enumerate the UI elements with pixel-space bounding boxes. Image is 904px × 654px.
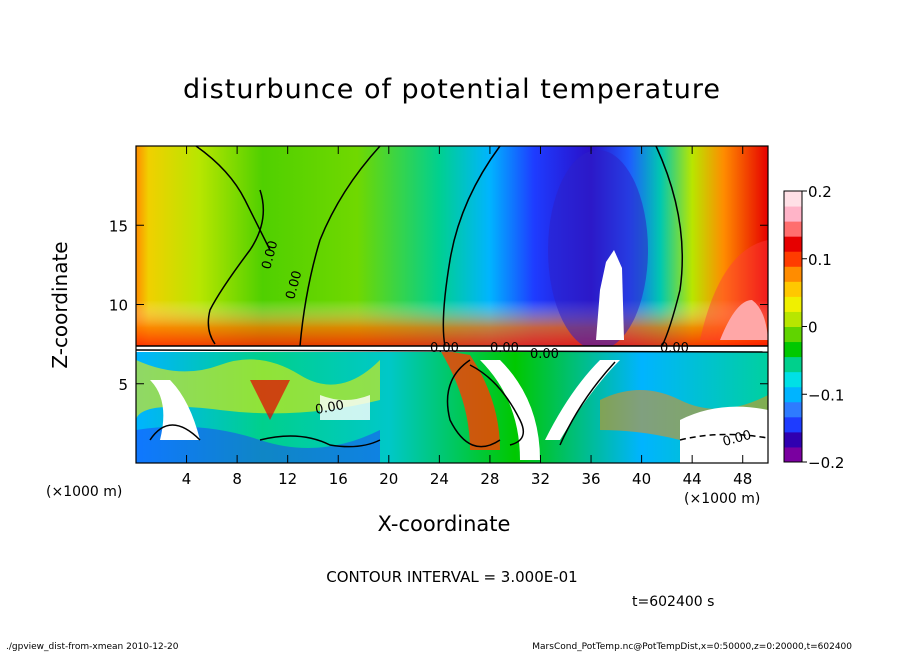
colorbar-swatch	[784, 326, 802, 343]
colorbar-swatch	[784, 401, 802, 418]
colorbar-swatch	[784, 281, 802, 297]
y-tick-label: 10	[109, 297, 128, 315]
contour-line	[195, 145, 271, 251]
contour-label: 0.00	[259, 239, 281, 271]
colorbar-swatch	[784, 191, 802, 207]
colorbar-swatch	[784, 446, 802, 463]
footer-left: ./gpview_dist-from-xmean 2010-12-20	[6, 642, 179, 652]
chart-title: disturbunce of potential temperature	[183, 74, 721, 105]
contour-label: 0.00	[283, 269, 305, 301]
colorbar-tick-label: 0.2	[808, 183, 832, 201]
colorbar-swatch	[784, 221, 802, 237]
contour-interval: CONTOUR INTERVAL = 3.000E-01	[326, 568, 578, 586]
colorbar-swatch	[784, 431, 802, 448]
y-tick-label: 15	[109, 217, 128, 235]
contour-label: 0.00	[721, 428, 753, 450]
x-tick-label: 12	[278, 470, 297, 488]
colorbar-swatch	[784, 341, 802, 358]
colorbar-swatch	[784, 296, 802, 312]
colorbar-swatch	[784, 266, 802, 282]
time-stamp: t=602400 s	[632, 594, 715, 610]
colorbar-tick-label: 0.1	[808, 251, 832, 269]
x-axis: 4 8 12 16 20 24 28 32 36 40 44 48	[182, 146, 752, 488]
contour-label: 0.00	[660, 341, 689, 356]
contour-line	[446, 359, 501, 448]
y-axis: 5 10 15	[109, 217, 768, 394]
contour-line	[259, 435, 381, 448]
x-tick-label: 32	[531, 470, 550, 488]
x-tick-label: 4	[182, 470, 192, 488]
contour-line	[559, 361, 616, 446]
colorbar-swatch	[784, 236, 802, 252]
x-tick-label: 20	[379, 470, 398, 488]
contour-line	[655, 145, 684, 347]
colorbar-swatch	[784, 356, 802, 373]
colorbar-tick-label: −0.2	[808, 454, 844, 472]
colorbar-swatch	[784, 416, 802, 433]
contour-label: 0.00	[314, 398, 345, 418]
contour-line	[469, 364, 525, 446]
contour-label: 0.00	[530, 347, 559, 362]
contour-line	[299, 145, 381, 347]
colorbar-swatch	[784, 371, 802, 388]
colorbar-swatch	[784, 311, 802, 327]
contour-line	[442, 145, 501, 347]
x-axis-label: X-coordinate	[377, 512, 511, 536]
contour-line	[135, 349, 769, 353]
x-unit-label-left: (×1000 m)	[46, 484, 123, 500]
x-tick-label: 48	[733, 470, 752, 488]
colorbar: 0.2 0.1 0 −0.1 −0.2	[783, 183, 844, 472]
contour-label: 0.00	[490, 341, 519, 356]
contour-label: 0.00	[430, 341, 459, 356]
contour-line	[149, 424, 201, 441]
colorbar-swatch	[784, 386, 802, 403]
x-tick-label: 28	[480, 470, 499, 488]
colorbar-tick-label: 0	[808, 319, 818, 337]
x-tick-label: 44	[683, 470, 702, 488]
footer-right: MarsCond_PotTemp.nc@PotTempDist,x=0:5000…	[532, 642, 852, 652]
x-unit-label-right: (×1000 m)	[684, 491, 761, 507]
contour-line	[679, 433, 769, 441]
x-tick-label: 24	[430, 470, 449, 488]
colorbar-swatch	[784, 206, 802, 222]
x-tick-label: 16	[329, 470, 348, 488]
y-tick-label: 5	[118, 376, 128, 394]
y-axis-label: Z-coordinate	[48, 241, 72, 369]
contour-lines	[135, 145, 769, 448]
x-tick-label: 40	[632, 470, 651, 488]
x-tick-label: 36	[581, 470, 600, 488]
colorbar-tick-label: −0.1	[808, 386, 844, 404]
contour-line	[207, 189, 265, 345]
colorbar-swatch	[784, 251, 802, 267]
x-tick-label: 8	[232, 470, 242, 488]
